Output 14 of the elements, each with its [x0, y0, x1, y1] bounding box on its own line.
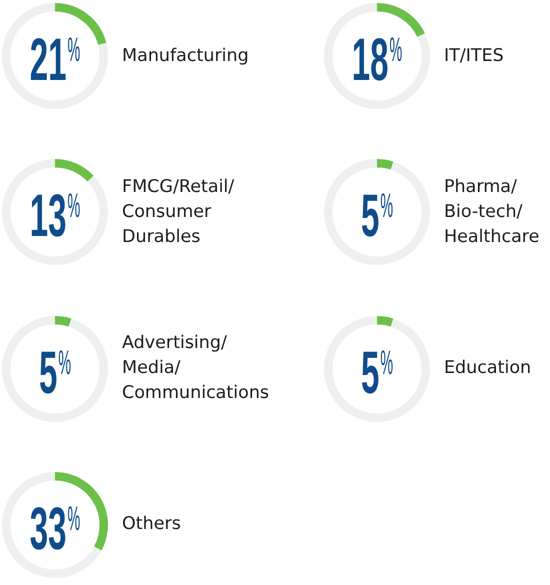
text: 5%	[38, 339, 72, 406]
text: 5%	[360, 339, 394, 406]
text: 21%	[30, 26, 80, 94]
text: 5%	[360, 183, 394, 250]
text: 13%	[30, 183, 80, 250]
text: Pharma/ Bio-tech/ Healthcare	[444, 176, 540, 249]
text: IT/ITES	[444, 44, 504, 68]
text: Education	[444, 357, 532, 380]
text: 18%	[352, 26, 402, 94]
text: Advertising/ Media/ Communications	[122, 332, 270, 406]
text: 33%	[30, 496, 80, 563]
text: FMCG/Retail/ Consumer Durables	[122, 176, 234, 249]
text: Manufacturing	[122, 44, 249, 68]
text: Others	[122, 513, 181, 536]
